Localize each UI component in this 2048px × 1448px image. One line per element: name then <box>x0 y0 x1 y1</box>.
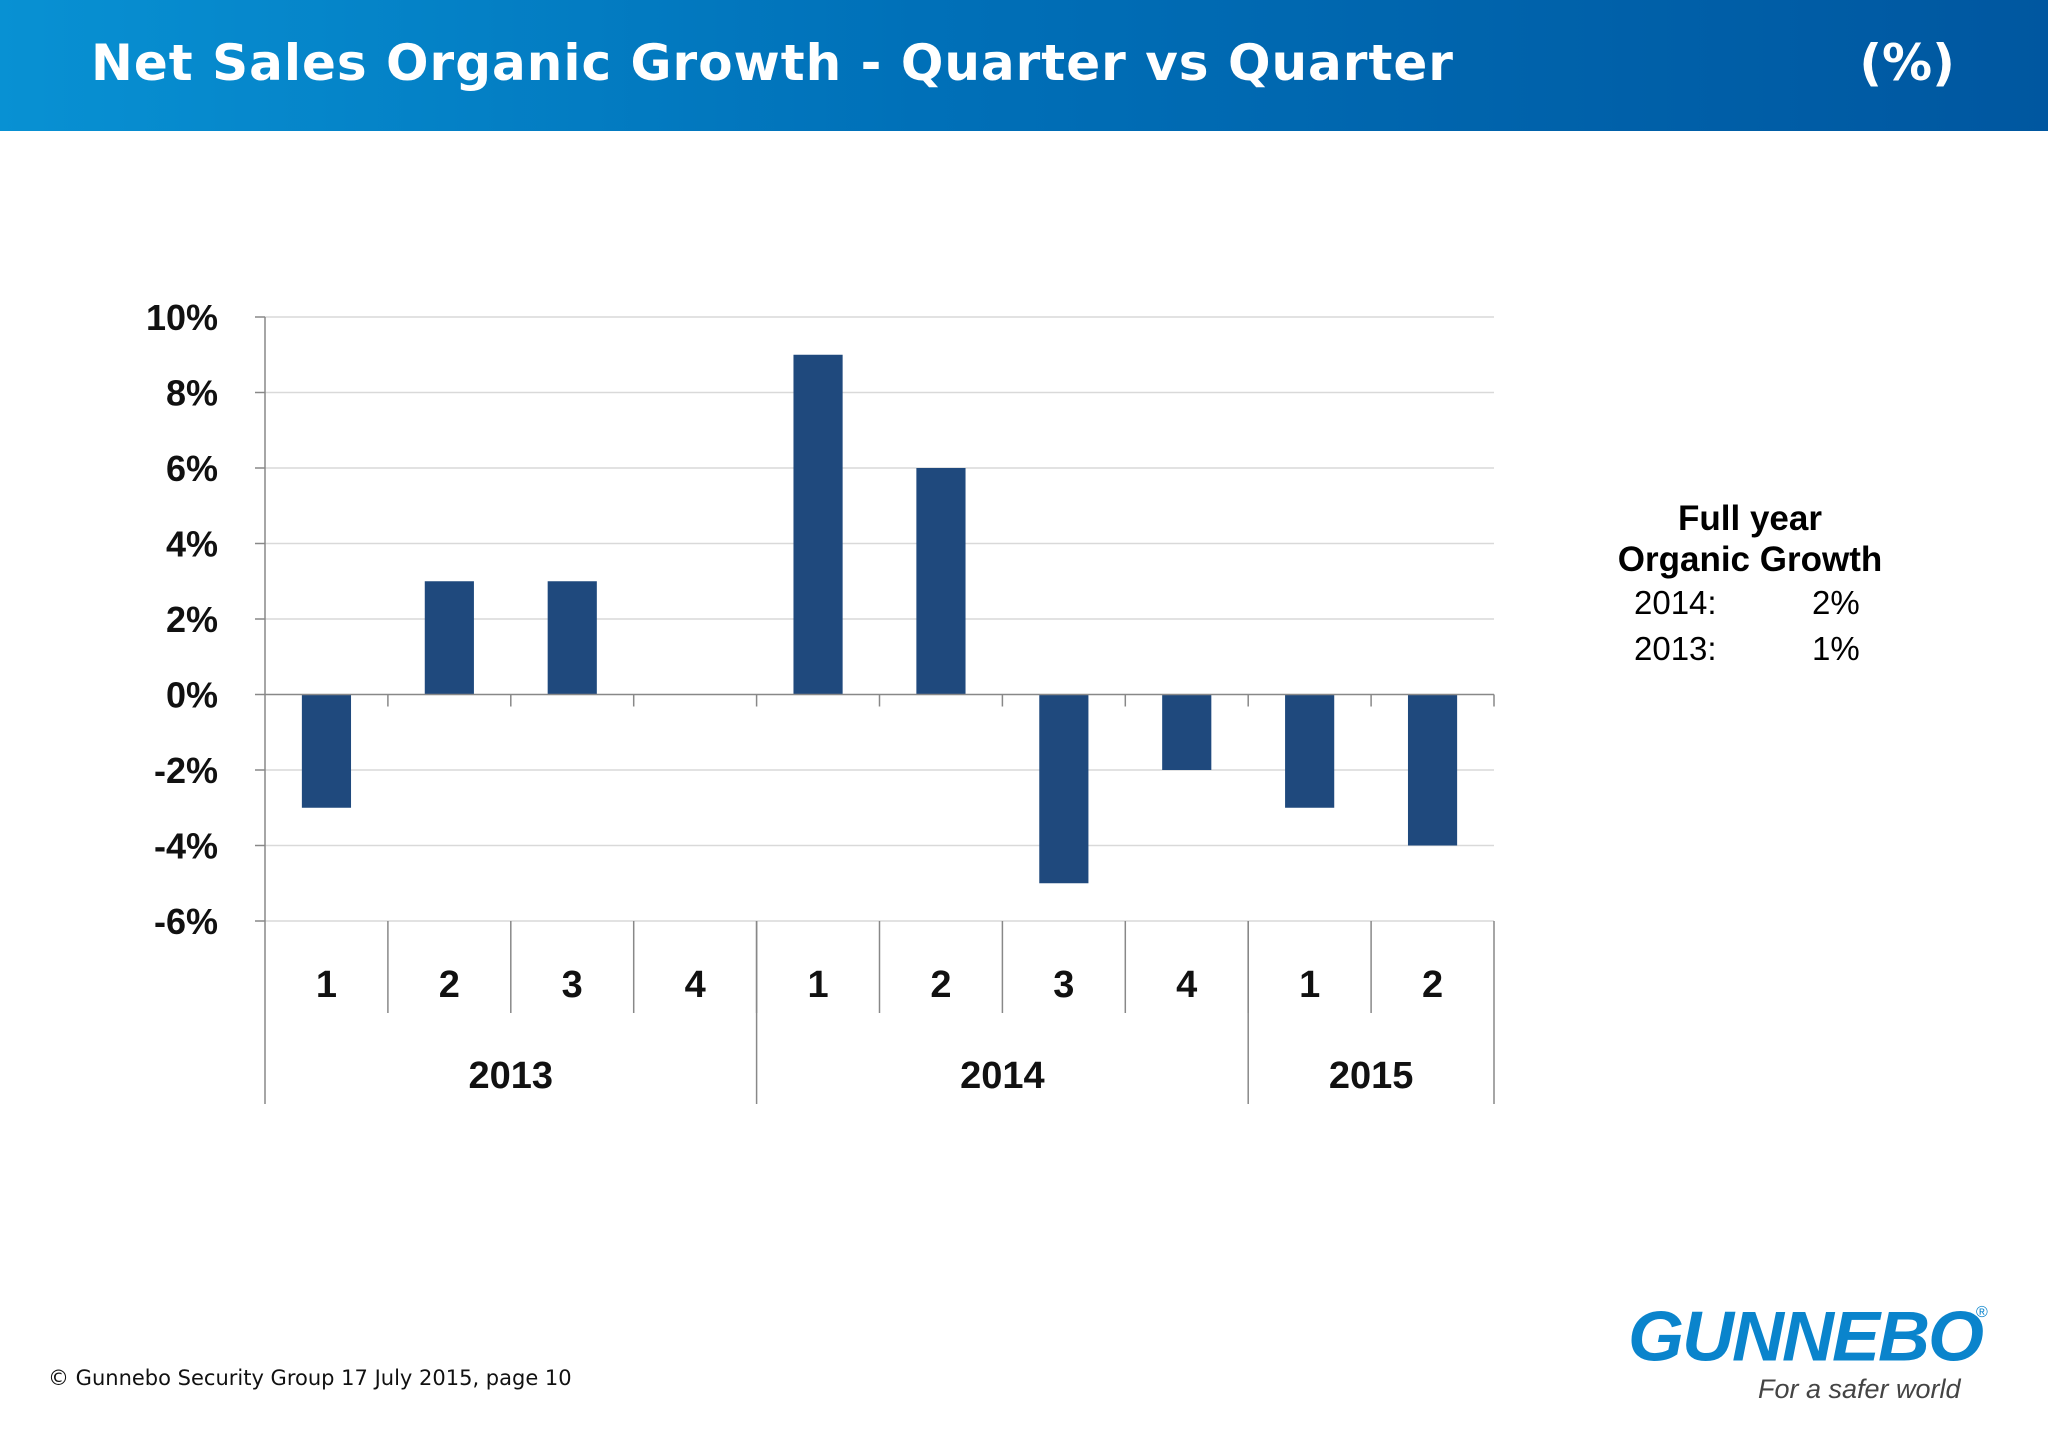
x-group-label: 2014 <box>960 1055 1045 1097</box>
bar <box>1285 694 1335 808</box>
title-bar: Net Sales Organic Growth - Quarter vs Qu… <box>0 0 2048 131</box>
bar <box>547 581 597 695</box>
y-tick-label: 10% <box>146 297 218 338</box>
y-tick-label: 6% <box>166 448 218 489</box>
unit-label: (%) <box>1859 34 1955 92</box>
x-category-label: 3 <box>562 964 583 1006</box>
x-group-label: 2013 <box>469 1055 554 1097</box>
bar <box>1407 694 1458 846</box>
x-category-label: 3 <box>1053 964 1074 1006</box>
full-year-row-value: 1% <box>1812 630 1860 667</box>
organic-growth-heading: Organic Growth <box>1617 540 1883 579</box>
bar <box>301 694 352 808</box>
page-title: Net Sales Organic Growth - Quarter vs Qu… <box>91 34 1454 92</box>
x-category-label: 4 <box>1176 964 1197 1006</box>
full-year-row-year: 2013: <box>1634 630 1717 667</box>
x-category-label: 4 <box>685 964 706 1006</box>
full-year-heading: Full year <box>1678 499 1822 538</box>
bars <box>301 354 1458 884</box>
bar <box>424 581 474 695</box>
x-group-label: 2015 <box>1329 1055 1414 1097</box>
gunnebo-logo: GUNNEBO ® For a safer world <box>1628 1296 1988 1408</box>
x-category-label: 2 <box>439 964 460 1006</box>
copyright-footer: © Gunnebo Security Group 17 July 2015, p… <box>48 1366 572 1390</box>
y-tick-label: 4% <box>166 524 218 565</box>
full-year-row-2013: 2013: 1% <box>1570 626 1930 672</box>
bar <box>916 468 966 695</box>
x-category-label: 1 <box>1299 964 1320 1006</box>
full-year-row-value: 2% <box>1812 584 1860 621</box>
x-category-label: 2 <box>930 964 951 1006</box>
full-year-growth-box: Full year Organic Growth 2014: 2% 2013: … <box>1570 498 1930 672</box>
y-tick-label: 8% <box>166 373 218 414</box>
full-year-row-2014: 2014: 2% <box>1570 580 1930 626</box>
y-tick-label: -4% <box>154 826 218 867</box>
axes <box>255 316 1495 1104</box>
axis-labels: 10% 8% 6% 4% 2% 0% -2% -4% -6% 1 2 3 4 1 2 3 4 1 2 2013 2014… <box>146 297 1443 1097</box>
x-category-label: 1 <box>316 964 337 1006</box>
logo-tagline: For a safer world <box>1758 1374 1961 1404</box>
y-tick-label: -6% <box>154 901 218 942</box>
bar <box>1039 694 1089 884</box>
bar <box>1162 694 1212 770</box>
bar <box>793 354 843 695</box>
x-category-label: 2 <box>1422 964 1443 1006</box>
y-tick-label: 0% <box>166 675 218 716</box>
y-tick-label: -2% <box>154 750 218 791</box>
logo-wordmark: GUNNEBO <box>1628 1297 1984 1377</box>
x-category-label: 1 <box>807 964 828 1006</box>
y-tick-label: 2% <box>166 599 218 640</box>
registered-mark: ® <box>1976 1304 1988 1321</box>
full-year-row-year: 2014: <box>1634 584 1717 621</box>
